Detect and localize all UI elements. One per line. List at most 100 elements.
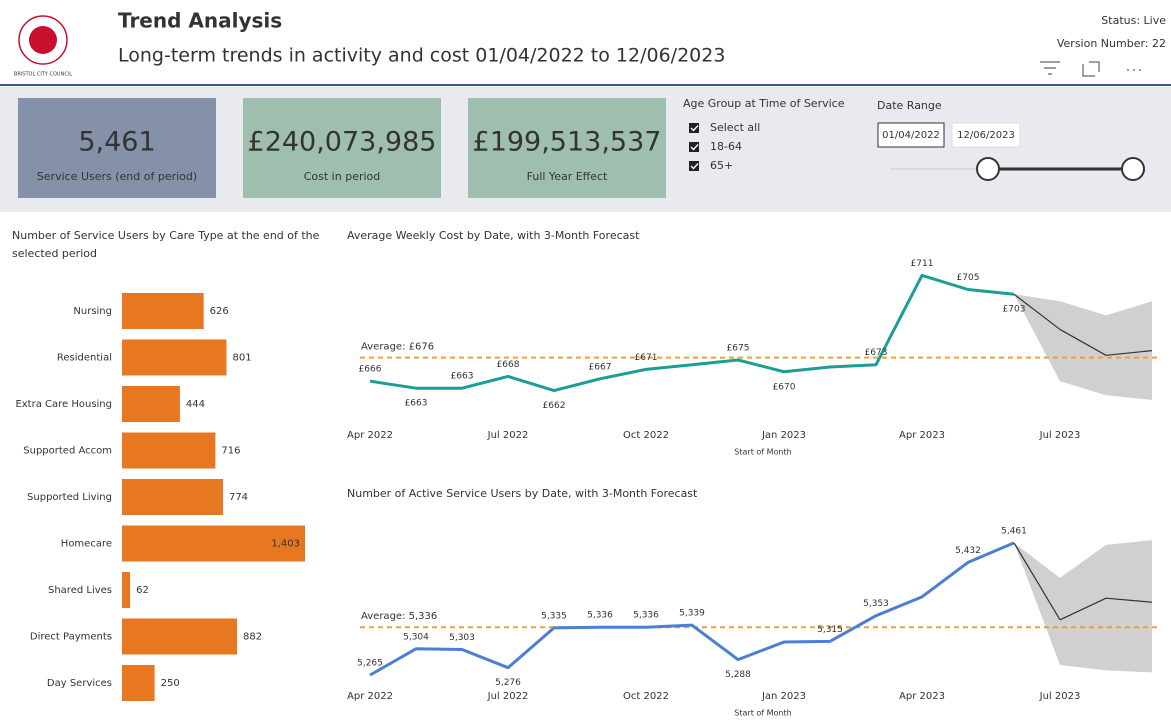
x-tick-label: Jul 2022 bbox=[487, 430, 529, 441]
value-label: 774 bbox=[229, 492, 248, 503]
bar bbox=[122, 479, 223, 515]
kpi-value: £199,513,537 bbox=[473, 127, 662, 158]
average-label: Average: £676 bbox=[361, 342, 434, 353]
data-label: 5,335 bbox=[541, 611, 567, 621]
title: Trend Analysis bbox=[118, 9, 282, 33]
category-label: Homecare bbox=[61, 539, 112, 550]
bar bbox=[122, 339, 227, 376]
data-label: 5,339 bbox=[679, 609, 705, 619]
category-label: Extra Care Housing bbox=[15, 399, 112, 410]
category-label: Day Services bbox=[47, 678, 112, 689]
x-tick-label: Jan 2023 bbox=[761, 430, 806, 441]
data-label: 5,288 bbox=[725, 670, 751, 680]
kpi-card bbox=[468, 98, 666, 198]
x-tick-label: Apr 2022 bbox=[347, 691, 393, 702]
data-label: 5,432 bbox=[955, 546, 981, 556]
bar bbox=[122, 618, 238, 655]
value-label: 62 bbox=[136, 585, 149, 596]
value-label: 882 bbox=[243, 632, 262, 643]
data-label: £668 bbox=[497, 360, 520, 370]
data-label: £663 bbox=[451, 372, 474, 382]
average-label: Average: 5,336 bbox=[361, 611, 437, 622]
kpi-label: Cost in period bbox=[304, 170, 381, 183]
data-label: 5,265 bbox=[357, 659, 383, 669]
data-label: 5,315 bbox=[817, 625, 843, 635]
data-label: £663 bbox=[405, 399, 428, 409]
checkbox[interactable] bbox=[689, 161, 699, 171]
forecast-connector bbox=[1013, 542, 1061, 621]
forecast-band bbox=[1014, 540, 1152, 673]
bar bbox=[122, 525, 305, 562]
category-label: Residential bbox=[57, 353, 112, 364]
expand-icon[interactable] bbox=[1082, 61, 1100, 77]
forecast-line bbox=[1059, 597, 1153, 621]
series-line bbox=[369, 541, 1015, 677]
x-axis-label: Start of Month bbox=[734, 709, 791, 718]
bar bbox=[122, 293, 204, 329]
date-end-box[interactable] bbox=[951, 122, 1021, 148]
filter-option: 18-64 bbox=[710, 140, 742, 153]
chart-title: Average Weekly Cost by Date, with 3-Mont… bbox=[347, 229, 640, 242]
x-tick-label: Jul 2023 bbox=[1039, 691, 1081, 702]
kpi-label: Full Year Effect bbox=[527, 170, 608, 183]
value-label: 250 bbox=[161, 678, 180, 689]
check bbox=[690, 144, 699, 151]
data-label: £666 bbox=[359, 365, 382, 375]
logo-text: BRISTOL CITY COUNCIL bbox=[14, 72, 72, 78]
value-label: 716 bbox=[221, 446, 240, 457]
x-axis-label: Start of Month bbox=[734, 448, 791, 457]
x-tick-label: Apr 2022 bbox=[347, 430, 393, 441]
logo-mark bbox=[29, 26, 57, 54]
chart-title: Number of Active Service Users by Date, … bbox=[347, 487, 698, 500]
checkbox[interactable] bbox=[689, 142, 699, 152]
data-label: £673 bbox=[865, 348, 888, 358]
chart-title: Number of Service Users by Care Type at … bbox=[12, 229, 320, 260]
bar bbox=[122, 572, 131, 608]
kpi-card bbox=[243, 98, 441, 198]
checkbox[interactable] bbox=[689, 123, 699, 133]
bar bbox=[122, 432, 216, 469]
date-range-title: Date Range bbox=[877, 99, 942, 112]
x-tick-label: Apr 2023 bbox=[899, 430, 945, 441]
filter-icon[interactable] bbox=[1040, 61, 1060, 75]
data-label: £670 bbox=[773, 382, 796, 392]
data-label: £711 bbox=[911, 259, 934, 269]
series-line bbox=[369, 273, 1015, 393]
check bbox=[690, 163, 699, 170]
title-line: selected period bbox=[12, 247, 97, 260]
data-label: 5,461 bbox=[1001, 526, 1027, 536]
check bbox=[690, 125, 699, 132]
value-label: 801 bbox=[232, 353, 251, 364]
data-label: 5,303 bbox=[449, 633, 475, 643]
filter-title: Age Group at Time of Service bbox=[683, 97, 845, 110]
data-label: £705 bbox=[957, 273, 980, 283]
category-label: Shared Lives bbox=[48, 585, 112, 596]
bar bbox=[122, 665, 155, 701]
slider-handle[interactable] bbox=[1121, 157, 1145, 181]
data-label: 5,336 bbox=[587, 611, 613, 621]
data-label: 5,336 bbox=[633, 611, 659, 621]
data-label: £703 bbox=[1003, 305, 1026, 315]
data-label: 5,353 bbox=[863, 599, 889, 609]
date-start-box[interactable] bbox=[877, 122, 945, 148]
slider-handle[interactable] bbox=[976, 157, 1000, 181]
x-tick-label: Oct 2022 bbox=[623, 691, 669, 702]
category-label: Direct Payments bbox=[30, 632, 112, 643]
value-label: 1,403 bbox=[271, 539, 300, 550]
x-tick-label: Jan 2023 bbox=[761, 691, 806, 702]
category-label: Nursing bbox=[73, 306, 112, 317]
title-line: Number of Service Users by Care Type at … bbox=[12, 229, 320, 242]
filter-option: 65+ bbox=[710, 159, 733, 172]
data-label: £671 bbox=[635, 353, 658, 363]
x-tick-label: Jul 2022 bbox=[487, 691, 529, 702]
date-end: 12/06/2023 bbox=[957, 130, 1015, 141]
data-label: £667 bbox=[589, 362, 612, 372]
data-label: £662 bbox=[543, 401, 566, 411]
filter-option: Select all bbox=[710, 121, 760, 134]
kpi-value: 5,461 bbox=[78, 127, 155, 158]
status: Status: Live bbox=[1101, 14, 1166, 27]
data-label: 5,304 bbox=[403, 632, 429, 642]
value-label: 444 bbox=[186, 399, 205, 410]
data-label: £675 bbox=[727, 344, 750, 354]
